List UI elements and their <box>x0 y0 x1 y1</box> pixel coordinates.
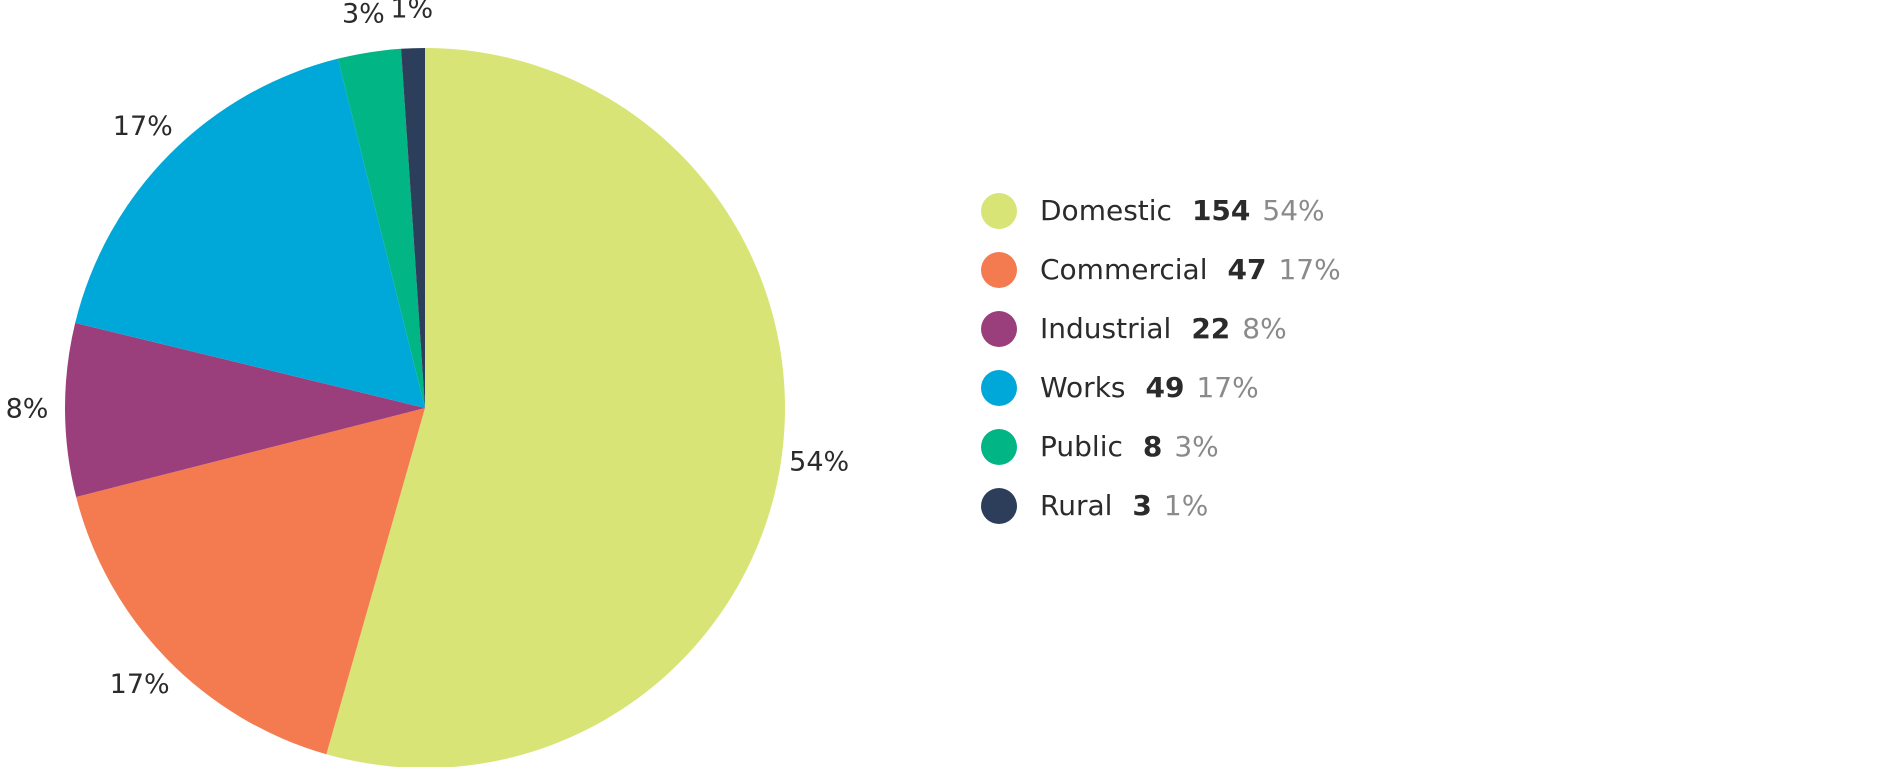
legend-entry: Commercial 47 17% <box>1040 253 1341 286</box>
slice-label: 8% <box>6 394 49 425</box>
pie-slice <box>337 48 425 409</box>
legend-swatch <box>981 429 1017 465</box>
legend-entry: Works 49 17% <box>1040 371 1259 404</box>
legend-count: 8 <box>1143 430 1162 463</box>
slice-label: 1% <box>390 0 433 25</box>
pie-slice <box>326 48 785 767</box>
legend-entry: Domestic 154 54% <box>1040 194 1325 227</box>
legend-share: 3% <box>1174 430 1218 463</box>
legend-count: 3 <box>1132 489 1151 522</box>
legend-count: 47 <box>1227 253 1266 286</box>
pie-slice <box>65 322 425 497</box>
legend-name: Works <box>1040 371 1126 404</box>
legend-swatch <box>981 370 1017 406</box>
legend-swatch <box>981 488 1017 524</box>
legend-name: Domestic <box>1040 194 1172 227</box>
legend-entry: Rural 3 1% <box>1040 489 1208 522</box>
legend-share: 8% <box>1242 312 1286 345</box>
pie-slice <box>401 48 425 408</box>
legend-name: Public <box>1040 430 1123 463</box>
legend-share: 17% <box>1196 371 1258 404</box>
legend-count: 49 <box>1146 371 1185 404</box>
slice-label: 3% <box>342 0 385 29</box>
legend-name: Commercial <box>1040 253 1207 286</box>
legend-swatch <box>981 193 1017 229</box>
pie-slice <box>76 408 426 755</box>
legend-share: 1% <box>1164 489 1208 522</box>
legend-entry: Industrial 22 8% <box>1040 312 1287 345</box>
legend-share: 54% <box>1262 194 1324 227</box>
slice-label: 54% <box>789 447 849 478</box>
legend-share: 17% <box>1278 253 1340 286</box>
legend-swatch <box>981 252 1017 288</box>
legend-entry: Public 8 3% <box>1040 430 1219 463</box>
pie-slice <box>75 58 425 408</box>
slice-label: 17% <box>113 111 173 142</box>
legend-count: 154 <box>1192 194 1250 227</box>
legend-count: 22 <box>1191 312 1230 345</box>
legend-name: Rural <box>1040 489 1112 522</box>
slice-label: 17% <box>110 669 170 700</box>
legend-swatch <box>981 311 1017 347</box>
legend-name: Industrial <box>1040 312 1171 345</box>
